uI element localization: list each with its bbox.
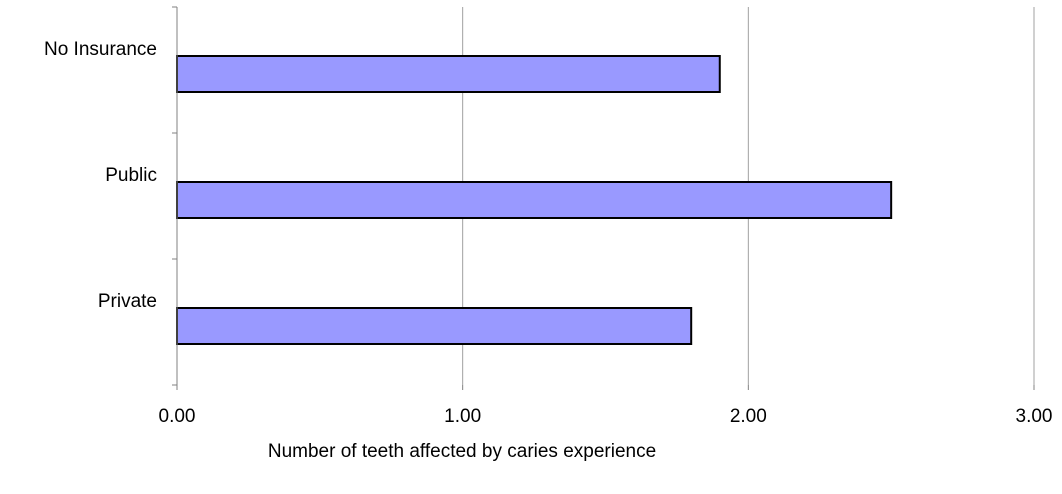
- x-tick-label: 0.00: [159, 406, 196, 427]
- bars: [176, 55, 893, 345]
- x-tick-label: 3.00: [1016, 406, 1053, 427]
- y-tick-label: Private: [98, 291, 157, 312]
- bar-public: [176, 181, 893, 219]
- x-tick-label: 1.00: [444, 406, 481, 427]
- bar-private: [176, 307, 693, 345]
- x-axis-title: Number of teeth affected by caries exper…: [268, 441, 656, 462]
- axes: [172, 6, 1035, 390]
- x-tick-label: 2.00: [730, 406, 767, 427]
- y-tick-label: Public: [105, 165, 157, 186]
- bar-no-insurance: [176, 55, 721, 93]
- y-tick-label: No Insurance: [44, 39, 157, 60]
- tick-labels: 0.00 1.00 2.00 3.00 No Insurance Public Privat…: [44, 39, 1053, 427]
